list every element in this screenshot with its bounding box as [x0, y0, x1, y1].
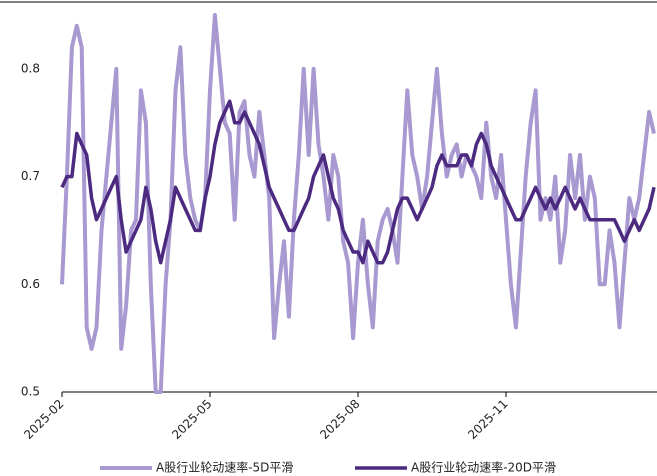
legend-label: A股行业轮动速率-5D平滑	[156, 460, 293, 475]
x-tick-label: 2025-05	[169, 397, 214, 442]
y-tick-label: 0.8	[21, 61, 40, 75]
y-tick-label: 0.5	[21, 385, 40, 399]
x-tick-label: 2025-11	[465, 397, 510, 442]
series-line	[60, 13, 656, 394]
x-tick-label: 2025-02	[21, 397, 66, 442]
series-line	[60, 99, 656, 265]
x-tick-label: 2025-08	[317, 397, 362, 442]
y-tick-label: 0.6	[21, 277, 40, 291]
y-tick-label: 0.7	[21, 169, 40, 183]
legend-label: A股行业轮动速率-20D平滑	[411, 460, 556, 475]
